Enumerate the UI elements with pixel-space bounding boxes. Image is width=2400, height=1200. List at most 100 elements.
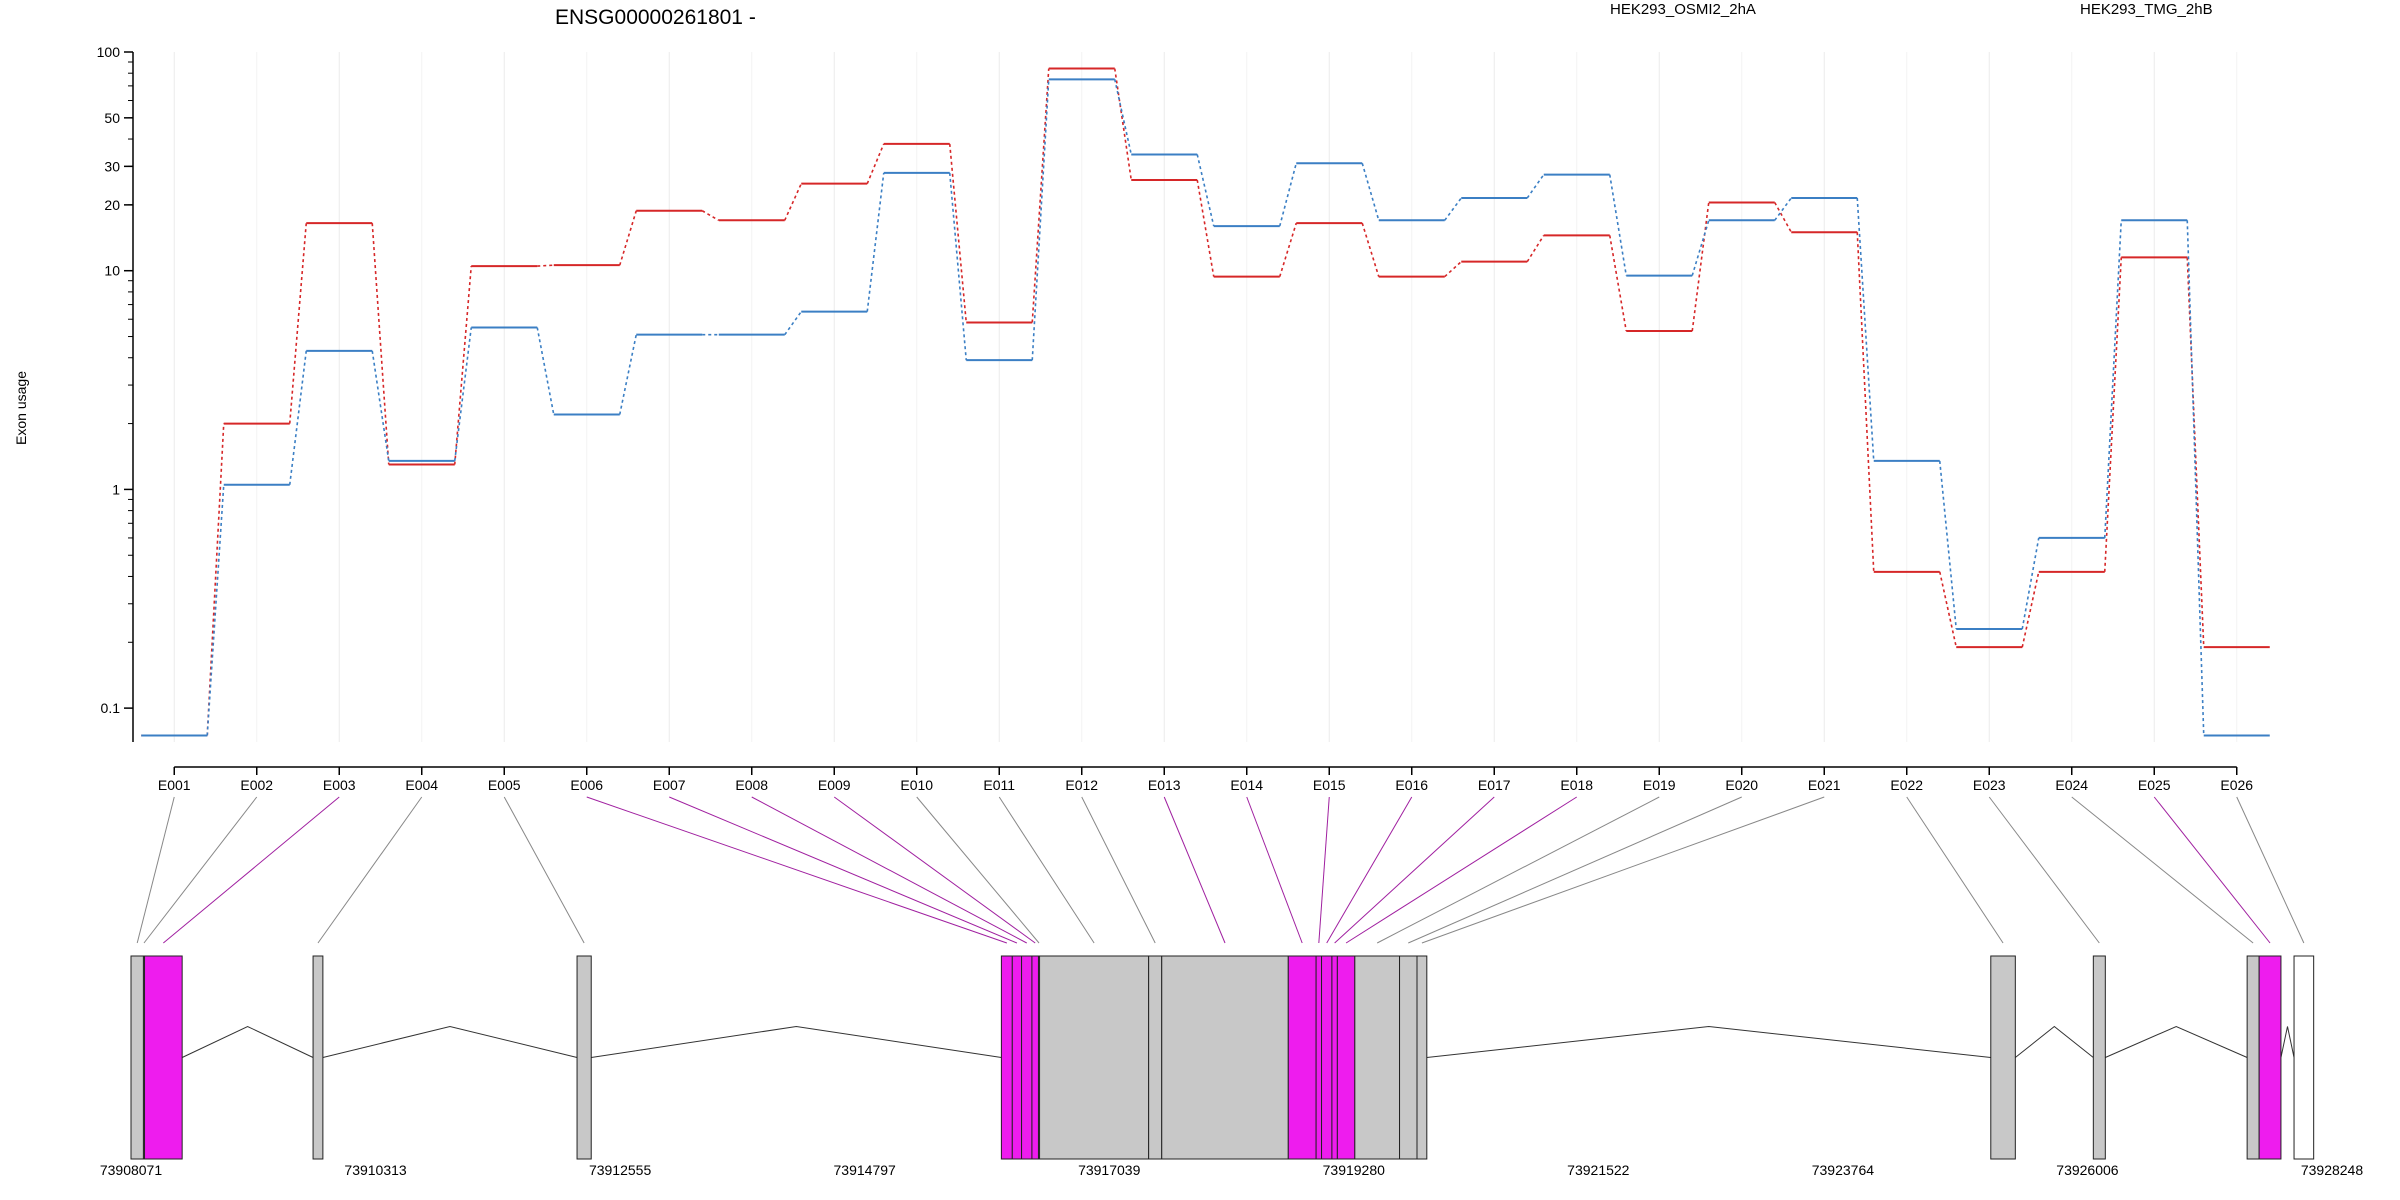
intron-line	[2105, 1025, 2248, 1058]
exon-e016	[1321, 955, 1333, 1160]
series-1-connector	[1444, 197, 1462, 221]
x-tick-label-e008: E008	[735, 777, 768, 793]
exon-connector	[2153, 796, 2271, 944]
exon-e015	[1315, 955, 1323, 1160]
series-1-connector	[1113, 79, 1133, 155]
exon-e019	[1354, 955, 1401, 1160]
series-1-connector	[2021, 537, 2040, 630]
x-tick-label-e007: E007	[653, 777, 686, 793]
x-tick-label-e016: E016	[1395, 777, 1428, 793]
genomic-coordinate-label: 73914797	[834, 1162, 897, 1178]
x-tick-label-e023: E023	[1973, 777, 2006, 793]
chart-title: ENSG00000261801 -	[555, 6, 756, 29]
x-tick-label-e019: E019	[1643, 777, 1676, 793]
series-0-connector	[1278, 222, 1298, 277]
exon-e021	[1416, 955, 1428, 1160]
x-tick-label-e018: E018	[1560, 777, 1593, 793]
exon-connector	[1163, 796, 1226, 944]
series-1-connector	[866, 172, 885, 312]
genomic-coordinate-label: 73919280	[1323, 1162, 1386, 1178]
y-tick-label: 100	[97, 44, 121, 60]
genomic-coordinate-label: 73921522	[1567, 1162, 1630, 1178]
exon-e026	[2293, 955, 2315, 1160]
exon-e013	[1161, 955, 1289, 1160]
exon-connector	[1081, 796, 1156, 944]
series-0-connector	[1938, 571, 1958, 648]
genomic-coordinate-label: 73926006	[2056, 1162, 2119, 1178]
exon-connector	[1376, 796, 1660, 944]
x-tick-label-e003: E003	[323, 777, 356, 793]
genomic-coordinate-label: 73923764	[1812, 1162, 1875, 1178]
series-0-connector	[1608, 235, 1628, 332]
exon-e023	[2092, 955, 2106, 1160]
exon-connector	[1408, 796, 1742, 944]
series-0-connector	[1856, 232, 1875, 572]
x-tick-label-e026: E026	[2220, 777, 2253, 793]
series-0-connector	[206, 423, 225, 736]
x-tick-label-e011: E011	[983, 777, 1015, 793]
exon-e001	[130, 955, 144, 1160]
series-0-connector	[701, 210, 720, 221]
exon-connector	[2071, 796, 2254, 944]
intron-line	[1426, 1025, 1991, 1058]
exon-e009	[1031, 955, 1039, 1160]
exon-connector	[1326, 796, 1413, 944]
gene-model: 73908071 73910313 73912555 73914797 73917039…	[100, 796, 2363, 1178]
series-1-connector	[2103, 220, 2123, 538]
exon-e007	[1011, 955, 1023, 1160]
series-0-connector	[1691, 202, 1710, 332]
exon-connector	[833, 796, 1036, 944]
series-1-connector	[1526, 174, 1545, 199]
x-tick-label-e014: E014	[1230, 777, 1263, 793]
genomic-coordinate-label: 73910313	[344, 1162, 407, 1178]
exon-connector	[1988, 796, 2100, 944]
exon-e018	[1336, 955, 1356, 1160]
series-0-connector	[288, 223, 308, 424]
x-tick-label-e025: E025	[2138, 777, 2171, 793]
x-tick-label-e022: E022	[1890, 777, 1923, 793]
exon-e011	[1039, 955, 1150, 1160]
x-tick-label-e005: E005	[488, 777, 521, 793]
exon-connector	[1421, 796, 1825, 944]
exon-connector	[916, 796, 1040, 944]
exon-e014	[1287, 955, 1317, 1160]
intron-line	[2015, 1025, 2094, 1058]
series-1-connector	[1031, 79, 1050, 361]
exon-e024	[2246, 955, 2260, 1160]
x-tick-label-e006: E006	[570, 777, 603, 793]
series-0-connector	[948, 143, 968, 323]
exon-connector	[1318, 796, 1330, 944]
series-0-connector	[1196, 179, 1215, 277]
series-1-connector	[618, 334, 638, 415]
genomic-coordinate-label: 73912555	[589, 1162, 652, 1178]
x-tick-label-e017: E017	[1478, 777, 1511, 793]
series-1-connector	[1856, 197, 1875, 461]
series-1-connector	[288, 350, 308, 485]
exon-e005	[576, 955, 592, 1160]
genomic-coordinate-label: 73908071	[100, 1162, 163, 1178]
x-tick-label-e001: E001	[158, 777, 191, 793]
intron-line	[181, 1025, 314, 1058]
exon-connector	[586, 796, 1008, 944]
exon-connector	[2236, 796, 2305, 944]
y-tick-label: 20	[104, 197, 120, 213]
intron-line	[2280, 1026, 2295, 1058]
series-0-connector	[1113, 68, 1133, 181]
y-tick-label: 1	[112, 481, 120, 497]
intron-line	[591, 1025, 1002, 1058]
exon-e020	[1399, 955, 1418, 1160]
series-1-connector	[948, 172, 968, 361]
plot-area: 100 50 30 20 10 1 0.1 E001 E002 E003 E004 E005 E006 E…	[97, 44, 2270, 793]
series-1-connector	[2186, 220, 2205, 736]
series-0-connector	[2186, 257, 2205, 648]
genomic-coordinate-label: 73917039	[1078, 1162, 1141, 1178]
series-0-connector	[784, 183, 802, 221]
exon-connector	[1246, 796, 1303, 944]
series-1-connector	[1196, 154, 1215, 227]
exon-connector	[669, 796, 1018, 944]
series-0-connector	[866, 143, 885, 184]
series-1-connector	[1278, 163, 1298, 227]
series-0-connector	[1444, 261, 1462, 278]
exon-e017	[1331, 955, 1338, 1160]
x-tick-label-e021: E021	[1808, 777, 1841, 793]
